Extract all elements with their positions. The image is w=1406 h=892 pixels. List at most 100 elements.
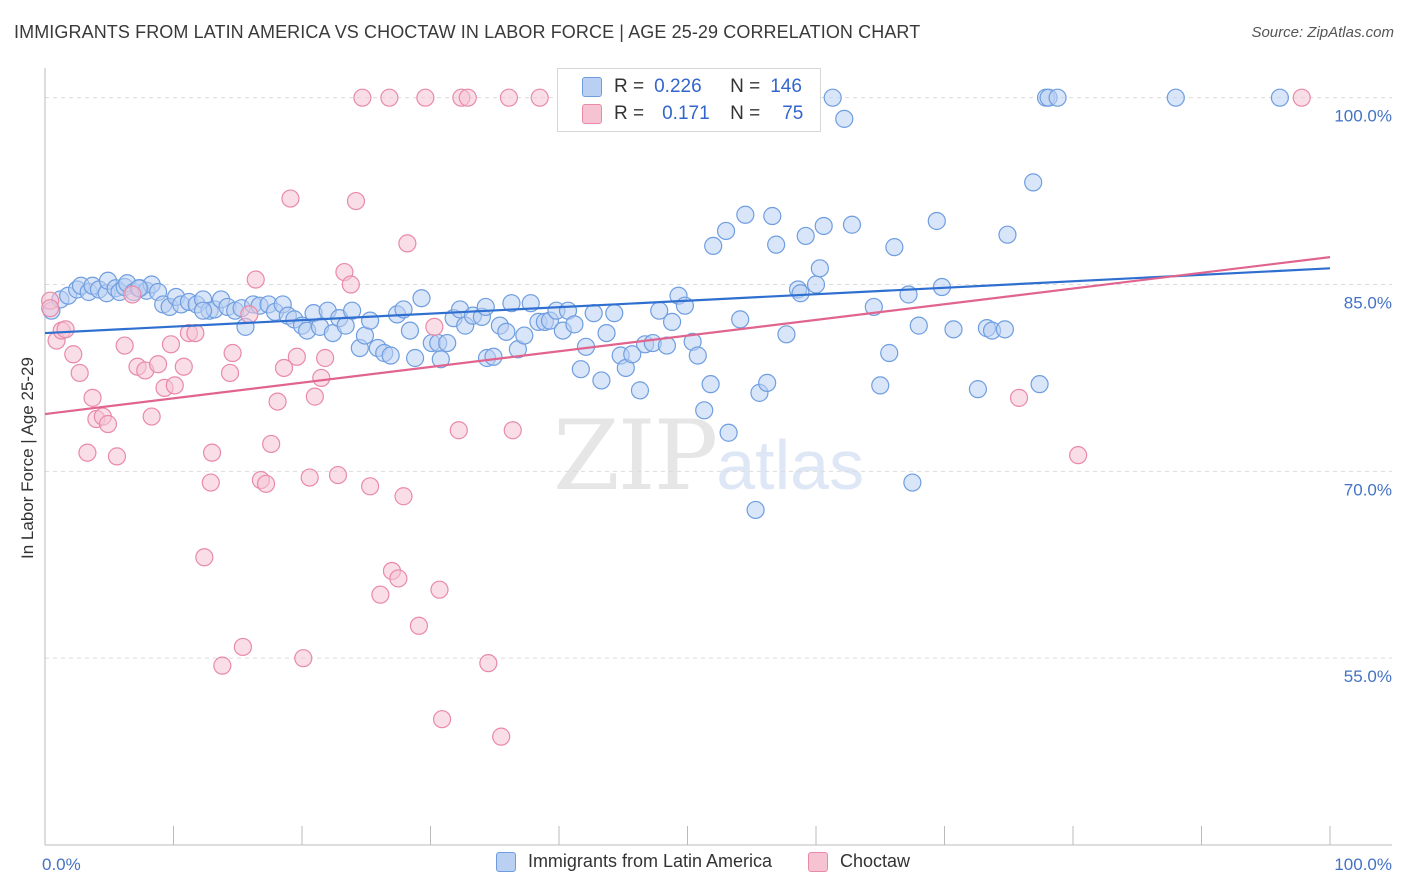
choctaw-point <box>394 487 413 506</box>
series-latin-america-points <box>42 88 1289 520</box>
r-value: 0.171 <box>662 103 710 124</box>
latin-america-point <box>731 310 750 329</box>
latin-america-point <box>903 473 922 492</box>
choctaw-point <box>432 710 452 729</box>
choctaw-point <box>430 580 449 599</box>
choctaw-point <box>195 548 214 567</box>
latin-america-point <box>835 109 854 128</box>
legend-item-latin-america[interactable]: Immigrants from Latin America <box>495 851 773 872</box>
choctaw-legend-swatch <box>808 851 829 872</box>
latin-america-point <box>405 348 425 368</box>
latin-america-point <box>1270 88 1289 107</box>
gridlines <box>45 97 1392 659</box>
choctaw-point <box>107 447 127 466</box>
stats-legend-row-latin-america: R = 0.226 N = 146 <box>582 75 802 99</box>
choctaw-point <box>300 468 319 487</box>
y-tick-label: 100.0% <box>1334 107 1392 126</box>
legend-item-choctaw[interactable]: Choctaw <box>808 851 910 872</box>
latin-america-point <box>623 345 642 364</box>
choctaw-point <box>398 234 417 253</box>
trend-lines <box>44 256 1331 416</box>
latin-america-point <box>909 316 928 335</box>
choctaw-point <box>240 305 259 324</box>
n-label: N = <box>730 103 761 124</box>
choctaw-point <box>246 270 265 289</box>
latin-america-point <box>791 284 810 303</box>
choctaw-point <box>479 654 498 673</box>
latin-america-point <box>995 320 1014 339</box>
latin-america-point <box>484 347 503 366</box>
choctaw-point <box>1069 446 1088 465</box>
choctaw-point <box>380 88 399 107</box>
choctaw-point <box>123 285 142 304</box>
y-tick-label: 55.0% <box>1344 667 1392 686</box>
latin-america-point <box>394 300 413 319</box>
latin-america-point <box>381 346 400 365</box>
latin-america-point <box>746 500 765 520</box>
choctaw-point <box>115 336 134 355</box>
legend-label-latin-america: Immigrants from Latin America <box>527 851 773 871</box>
latin-america-point <box>885 238 904 257</box>
series-legend: Immigrants from Latin America Choctaw <box>0 851 1406 872</box>
choctaw-point <box>530 88 549 107</box>
choctaw-point <box>223 343 242 363</box>
choctaw-point <box>294 649 313 668</box>
choctaw-point <box>458 88 477 107</box>
watermark-atlas: atlas <box>716 426 865 504</box>
latin-america-point <box>777 325 796 344</box>
choctaw-point <box>268 392 287 411</box>
choctaw-point <box>449 421 468 440</box>
stats-legend: R = 0.226 N = 146 R = 0.171 N = 75 <box>557 68 821 132</box>
r-label: R = <box>614 103 645 124</box>
choctaw-point <box>1009 388 1029 407</box>
latin-america-point <box>871 376 890 395</box>
latin-america-point <box>571 360 590 379</box>
tick-labels: 55.0% 70.0% 85.0% 100.0% 0.0% 100.0% <box>42 107 1392 874</box>
choctaw-point <box>41 299 60 318</box>
choctaw-point <box>220 363 240 383</box>
choctaw-point <box>256 474 276 493</box>
trend-line-choctaw <box>44 256 1331 416</box>
choctaw-point <box>499 88 518 107</box>
n-value: 75 <box>782 103 804 124</box>
choctaw-point <box>202 443 222 462</box>
latin-america-point <box>716 221 736 241</box>
latin-america-point <box>880 343 899 363</box>
latin-america-point <box>592 371 611 390</box>
choctaw-point <box>56 320 75 339</box>
choctaw-point <box>274 358 294 378</box>
choctaw-point <box>328 465 348 485</box>
latin-america-point <box>701 375 720 394</box>
latin-america-point <box>944 320 963 339</box>
latin-america-point <box>927 211 946 231</box>
series-choctaw-points <box>41 88 1311 746</box>
choctaw-point <box>371 585 390 604</box>
r-value: 0.226 <box>654 76 702 97</box>
choctaw-point <box>353 88 372 107</box>
latin-america-point <box>767 235 786 254</box>
latin-america-point <box>814 216 833 236</box>
latin-america-point <box>400 321 420 340</box>
latin-america-point <box>515 326 534 345</box>
legend-label-choctaw: Choctaw <box>840 851 911 871</box>
choctaw-point <box>148 355 168 374</box>
latin-america-legend-swatch <box>495 851 516 872</box>
latin-america-point <box>1166 88 1185 107</box>
choctaw-point <box>346 191 366 211</box>
latin-america-point <box>695 401 714 420</box>
latin-america-point <box>497 322 516 341</box>
choctaw-point <box>1292 88 1311 107</box>
choctaw-point <box>186 323 205 343</box>
latin-america-point <box>704 236 723 256</box>
stats-legend-row-choctaw: R = 0.171 N = 75 <box>582 102 803 126</box>
watermark: ZIPatlas <box>553 400 864 512</box>
latin-america-point <box>597 323 616 343</box>
choctaw-point <box>64 345 83 364</box>
latin-america-point <box>476 297 495 317</box>
choctaw-point <box>361 477 380 496</box>
choctaw-point <box>262 434 281 454</box>
trend-line-latin-america <box>44 267 1331 335</box>
choctaw-point <box>416 88 435 107</box>
choctaw-point <box>78 443 97 462</box>
